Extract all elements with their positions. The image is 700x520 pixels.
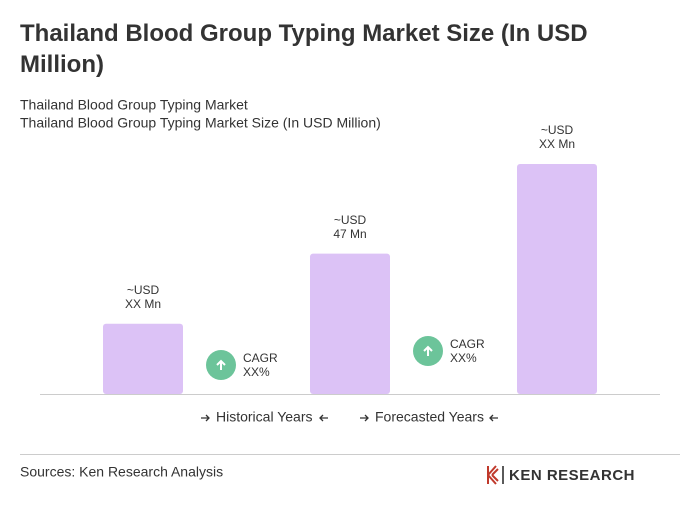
bar <box>103 323 183 394</box>
cagr-arrow <box>423 345 433 356</box>
cagr-label: CAGR <box>450 337 485 351</box>
bar <box>517 164 597 394</box>
subtitle: Thailand Blood Group Typing Market Size … <box>20 115 381 131</box>
value-label: ~USD <box>127 283 160 297</box>
logo-icon <box>487 465 499 485</box>
value-label: ~USD <box>334 213 367 227</box>
cagr-label: XX% <box>243 365 270 379</box>
arrow <box>319 414 328 422</box>
cagr-label: XX% <box>450 351 477 365</box>
arrow <box>489 414 498 422</box>
value-label: 47 Mn <box>333 227 366 241</box>
source: Sources: Ken Research Analysis <box>20 464 223 480</box>
chart-title: Thailand Blood Group Typing Market Size … <box>20 20 588 78</box>
cagr-label: CAGR <box>243 351 278 365</box>
period-label: Forecasted Years <box>375 409 484 425</box>
value-label: ~USD <box>541 123 574 137</box>
logo-text: KEN RESEARCH <box>509 467 635 484</box>
cagr-arrow <box>216 359 226 370</box>
arrow <box>360 414 369 422</box>
value-label: XX Mn <box>539 137 575 151</box>
subtitle: Thailand Blood Group Typing Market <box>20 97 248 113</box>
value-label: XX Mn <box>125 297 161 311</box>
arrow <box>201 414 210 422</box>
period-label: Historical Years <box>216 409 313 425</box>
bar <box>310 253 390 394</box>
logo: KEN RESEARCH <box>487 465 635 485</box>
